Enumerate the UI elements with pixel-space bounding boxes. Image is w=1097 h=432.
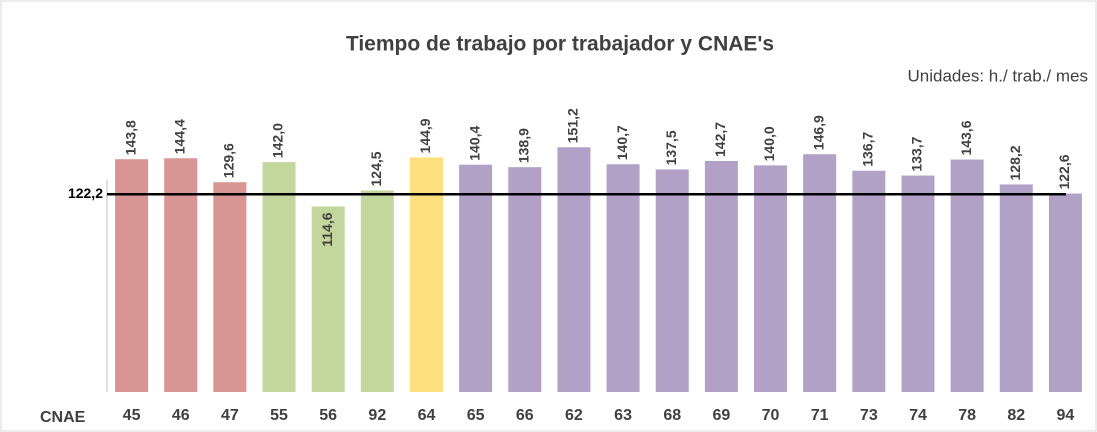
bar xyxy=(1048,193,1082,392)
x-axis-label: CNAE xyxy=(40,409,86,426)
x-tick-label: 62 xyxy=(565,407,583,424)
x-tick-label: 65 xyxy=(467,407,485,424)
x-tick-label: 45 xyxy=(123,407,141,424)
data-label: 146,9 xyxy=(810,115,826,150)
data-label: 124,5 xyxy=(368,151,384,186)
data-label: 136,7 xyxy=(860,131,876,166)
bar xyxy=(606,164,640,392)
x-tick-label: 70 xyxy=(762,407,780,424)
x-tick-label: 56 xyxy=(319,407,337,424)
data-label: 133,7 xyxy=(909,136,925,171)
data-label: 122,6 xyxy=(1056,154,1072,189)
bar xyxy=(164,158,198,392)
x-tick-label: 82 xyxy=(1007,407,1025,424)
data-label: 142,0 xyxy=(270,123,286,158)
x-tick-label: 66 xyxy=(516,407,534,424)
x-tick-label: 64 xyxy=(418,407,436,424)
bar xyxy=(901,175,935,392)
chart-subtitle: Unidades: h./ trab./ mes xyxy=(908,66,1088,85)
data-label: 151,2 xyxy=(565,108,581,143)
data-label: 129,6 xyxy=(221,143,237,178)
data-label: 138,9 xyxy=(515,128,531,163)
x-tick-label: 47 xyxy=(221,407,239,424)
bar xyxy=(999,184,1033,392)
data-label: 144,4 xyxy=(171,119,187,154)
data-label: 144,9 xyxy=(417,118,433,153)
bar xyxy=(262,162,296,392)
data-label: 143,6 xyxy=(958,120,974,155)
data-label: 114,6 xyxy=(319,212,335,246)
x-tick-label: 92 xyxy=(368,407,386,424)
x-tick-label: 71 xyxy=(811,407,829,424)
reference-label: 122,2 xyxy=(68,185,103,201)
bar xyxy=(704,161,738,392)
bar xyxy=(557,147,591,392)
bar xyxy=(213,182,247,392)
data-label: 140,0 xyxy=(761,126,777,161)
x-tick-label: 74 xyxy=(909,407,927,424)
data-label: 140,7 xyxy=(614,125,630,160)
bar xyxy=(459,164,493,392)
bar xyxy=(311,206,345,392)
x-tick-label: 94 xyxy=(1057,407,1075,424)
x-tick-label: 78 xyxy=(958,407,976,424)
data-label: 137,5 xyxy=(663,130,679,165)
data-label: 140,4 xyxy=(466,125,482,160)
bar xyxy=(950,159,984,392)
x-tick-label: 68 xyxy=(663,407,681,424)
chart-title: Tiempo de trabajo por trabajador y CNAE'… xyxy=(346,33,774,56)
x-tick-label: 46 xyxy=(172,407,190,424)
bar xyxy=(852,170,886,392)
x-tick-label: 73 xyxy=(860,407,878,424)
bar xyxy=(115,159,149,392)
data-label: 128,2 xyxy=(1007,145,1023,180)
data-label: 143,8 xyxy=(122,120,138,155)
bar xyxy=(754,165,788,392)
x-tick-label: 63 xyxy=(614,407,632,424)
x-tick-label: 55 xyxy=(270,407,288,424)
bar xyxy=(803,154,837,392)
bar xyxy=(409,157,443,392)
x-tick-label: 69 xyxy=(712,407,730,424)
bar xyxy=(508,167,542,392)
data-label: 142,7 xyxy=(712,122,728,157)
bar xyxy=(360,190,394,392)
bar xyxy=(655,169,689,392)
